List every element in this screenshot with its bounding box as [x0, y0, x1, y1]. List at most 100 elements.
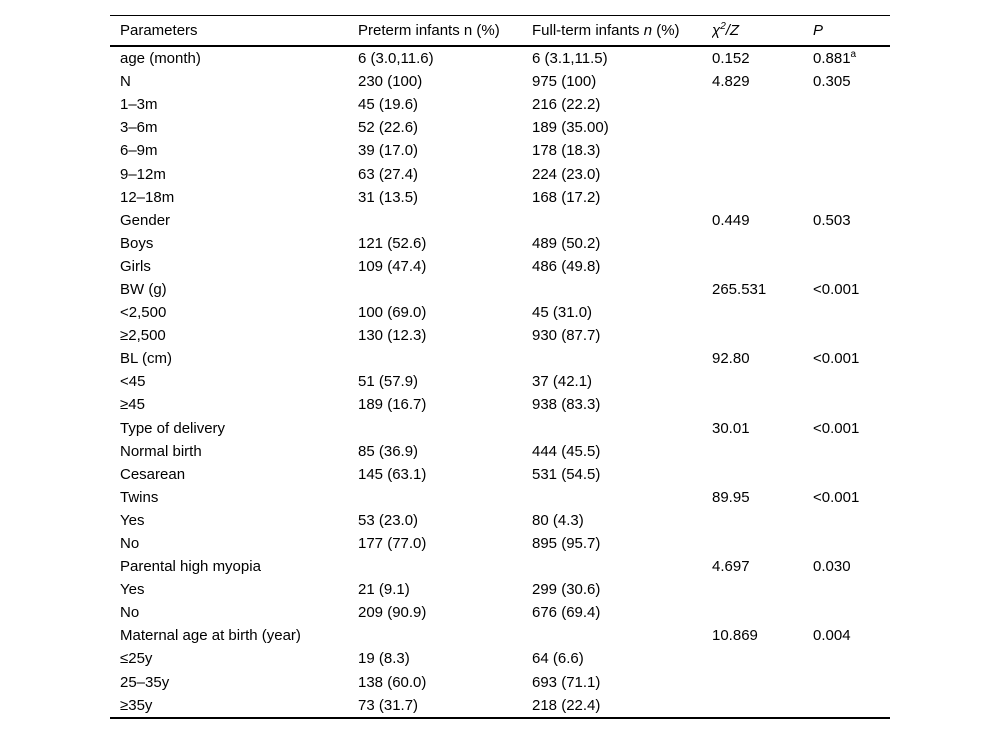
table-row: Maternal age at birth (year) 10.869 0.004: [110, 624, 890, 647]
cell-p-value: [813, 693, 890, 719]
column-header-label: Full-term infants: [532, 22, 644, 39]
cell-fullterm-value: [532, 209, 712, 232]
cell-chi-square-z-value: [712, 162, 813, 185]
cell-parameter: Type of delivery: [120, 419, 226, 437]
cell-preterm-value: 39 (17.0): [358, 142, 419, 160]
cell-fullterm-value: 444 (45.5): [532, 442, 601, 460]
table-row: BL (cm) 92.80 <0.001: [110, 347, 890, 370]
chi-symbol: χ: [712, 22, 721, 39]
cell-preterm-value: [358, 278, 532, 301]
cell-p-value: <0.001: [813, 350, 860, 368]
cell-chi-square-z-value: 4.829: [712, 73, 750, 91]
cell-fullterm-value: 64 (6.6): [532, 650, 584, 668]
cell-p-value: [813, 532, 890, 555]
cell-chi-square-z-value: [712, 693, 813, 719]
table-row: Parental high myopia 4.697 0.030: [110, 555, 890, 578]
cell-p-value: [813, 139, 890, 162]
column-header-label: P: [813, 22, 824, 39]
cell-preterm-value: [358, 209, 532, 232]
cell-parameter: 9–12m: [120, 165, 166, 183]
cell-chi-square-z-value: [712, 255, 813, 278]
table-row: Yes 21 (9.1) 299 (30.6): [110, 578, 890, 601]
cell-p-value: [813, 509, 890, 532]
cell-parameter: <2,500: [120, 304, 167, 322]
table-row: Boys 121 (52.6) 489 (50.2): [110, 232, 890, 255]
cell-chi-square-z-value: [712, 578, 813, 601]
cell-preterm-value: 21 (9.1): [358, 581, 410, 599]
cell-preterm-value: 45 (19.6): [358, 96, 419, 114]
table-row: Gender 0.449 0.503: [110, 209, 890, 232]
cell-p-value: [813, 255, 890, 278]
cell-preterm-value: 6 (3.0,11.6): [358, 50, 434, 68]
cell-p-value: <0.001: [813, 488, 860, 506]
table-row: 3–6m 52 (22.6) 189 (35.00): [110, 116, 890, 139]
cell-fullterm-value: 218 (22.4): [532, 693, 712, 719]
cell-parameter: Twins: [120, 488, 159, 506]
cell-preterm-value: 85 (36.9): [358, 442, 419, 460]
cell-fullterm-value: 216 (22.2): [532, 96, 601, 114]
cell-parameter: Yes: [120, 511, 145, 529]
table-row: <45 51 (57.9) 37 (42.1): [110, 370, 890, 393]
cell-chi-square-z-value: [712, 671, 813, 694]
cell-p-value: [813, 578, 890, 601]
cell-preterm-value: 63 (27.4): [358, 165, 419, 183]
cell-preterm-value: 100 (69.0): [358, 304, 427, 322]
cell-p-value: [813, 324, 890, 347]
cell-p-value: [813, 232, 890, 255]
cell-preterm-value: [358, 486, 532, 509]
table-row: Cesarean 145 (63.1) 531 (54.5): [110, 463, 890, 486]
cell-fullterm-value: 693 (71.1): [532, 673, 601, 691]
cell-preterm-value: 130 (12.3): [358, 327, 427, 345]
cell-fullterm-value: 486 (49.8): [532, 257, 601, 275]
table-row: No 177 (77.0) 895 (95.7): [110, 532, 890, 555]
table-row: Type of delivery 30.01 <0.001: [110, 417, 890, 440]
cell-parameter: ≥35y: [110, 693, 358, 719]
cell-preterm-value: 73 (31.7): [358, 693, 532, 719]
cell-preterm-value: 51 (57.9): [358, 373, 419, 391]
cell-chi-square-z-value: [712, 324, 813, 347]
cell-p-value: 0.004: [813, 627, 851, 645]
cell-parameter: No: [120, 604, 140, 622]
cell-parameter: 3–6m: [120, 119, 158, 137]
column-header-p-value: P: [813, 15, 890, 47]
cell-parameter: 25–35y: [120, 673, 170, 691]
table-header-row: Parameters Preterm infants n (%) Full-te…: [110, 15, 890, 47]
cell-preterm-value: 109 (47.4): [358, 257, 427, 275]
cell-parameter: Yes: [120, 581, 145, 599]
cell-p-value: [813, 301, 890, 324]
cell-chi-square-z-value: [712, 393, 813, 416]
cell-parameter: Gender: [120, 211, 171, 229]
cell-preterm-value: [358, 347, 532, 370]
table-row: age (month) 6 (3.0,11.6) 6 (3.1,11.5) 0.152…: [110, 46, 890, 70]
cell-preterm-value: [358, 417, 532, 440]
cell-p-value: <0.001: [813, 280, 860, 298]
cell-preterm-value: 31 (13.5): [358, 188, 419, 206]
cell-fullterm-value: [532, 278, 712, 301]
cell-parameter: Cesarean: [120, 465, 186, 483]
chi-exponent: 2: [720, 21, 726, 32]
cell-parameter: Boys: [120, 234, 154, 252]
cell-fullterm-value: 299 (30.6): [532, 581, 601, 599]
column-header-parameters: Parameters: [110, 15, 358, 47]
cell-parameter: ≥2,500: [120, 327, 166, 345]
cell-chi-square-z-value: [712, 370, 813, 393]
cell-fullterm-value: 189 (35.00): [532, 119, 609, 137]
column-header-label: Preterm infants n (%): [358, 22, 500, 39]
cell-preterm-value: 189 (16.7): [358, 396, 427, 414]
table-row: 25–35y 138 (60.0) 693 (71.1): [110, 671, 890, 694]
footnote-marker: a: [850, 49, 857, 61]
cell-chi-square-z-value: [712, 532, 813, 555]
cell-chi-square-z-value: 89.95: [712, 488, 750, 506]
column-header-fullterm: Full-term infants n (%): [532, 15, 712, 47]
cell-fullterm-value: 224 (23.0): [532, 165, 601, 183]
table-row: ≥45 189 (16.7) 938 (83.3): [110, 393, 890, 416]
cell-fullterm-value: 676 (69.4): [532, 604, 601, 622]
cell-preterm-value: 230 (100): [358, 73, 423, 91]
cell-parameter: BW (g): [120, 280, 167, 298]
cell-preterm-value: 53 (23.0): [358, 511, 419, 529]
cell-chi-square-z-value: 92.80: [712, 350, 750, 368]
statistics-table-container: Parameters Preterm infants n (%) Full-te…: [110, 15, 890, 719]
cell-fullterm-value: 6 (3.1,11.5): [532, 50, 608, 68]
cell-chi-square-z-value: [712, 463, 813, 486]
table-row: Normal birth 85 (36.9) 444 (45.5): [110, 440, 890, 463]
